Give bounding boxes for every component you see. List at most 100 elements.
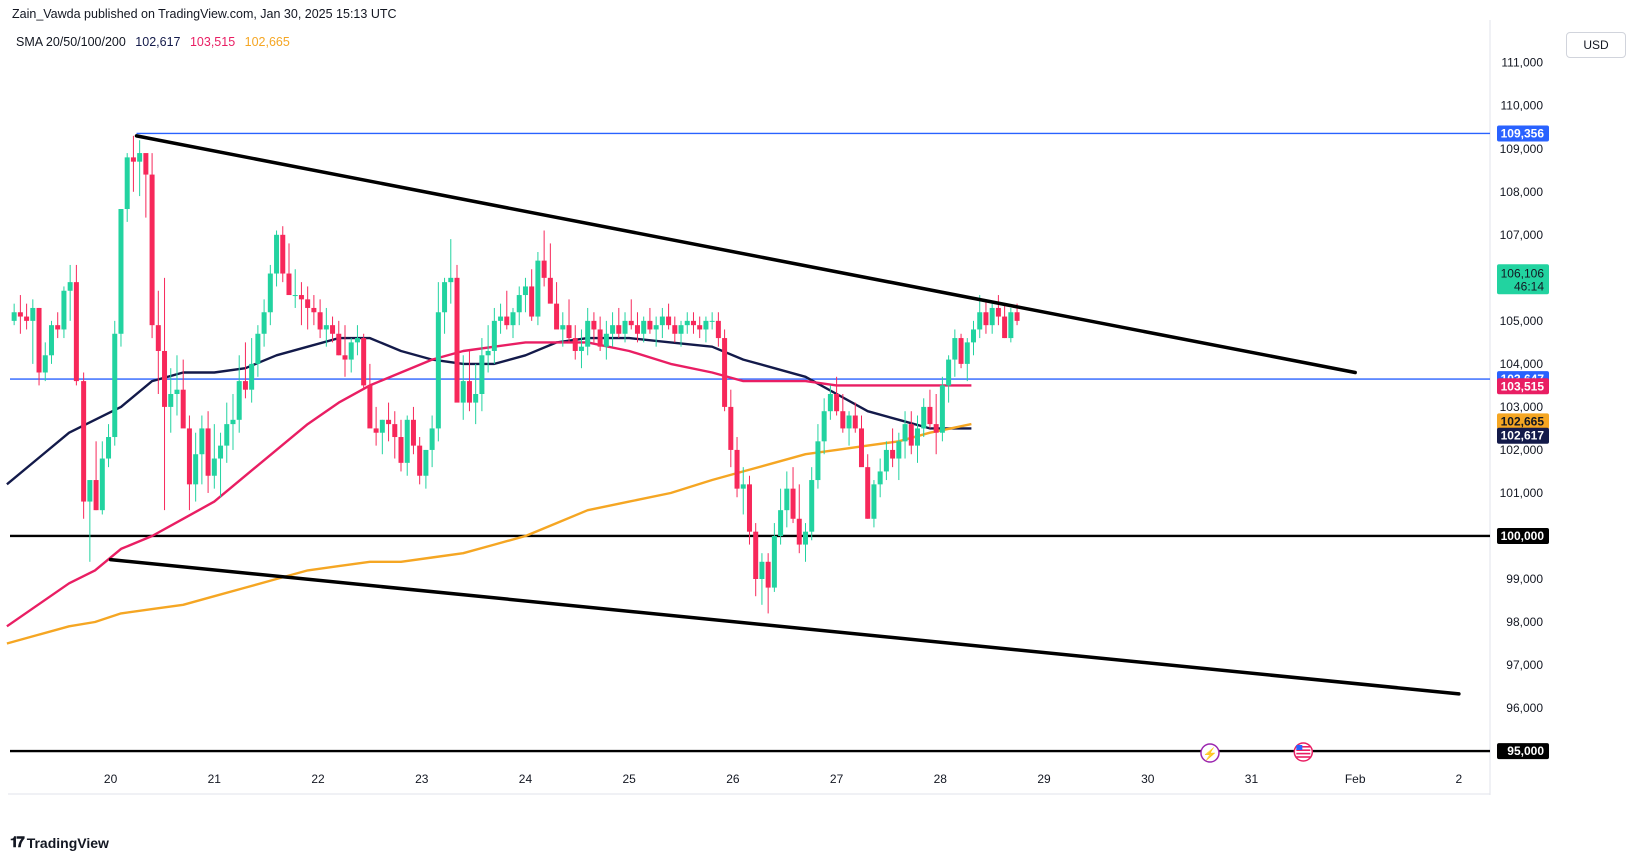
candle-body: [971, 329, 977, 343]
x-tick-label: 21: [208, 772, 222, 786]
candle-body: [81, 381, 87, 502]
candle: [572, 325, 578, 360]
candle: [162, 277, 168, 511]
trendline: [108, 557, 1461, 696]
candle: [249, 338, 255, 403]
price-tag-label: 103,515: [1501, 379, 1545, 393]
candle-body: [958, 338, 964, 364]
candle-body: [778, 510, 784, 536]
candle: [118, 209, 124, 347]
candle: [603, 320, 609, 360]
x-tick-label: Feb: [1345, 772, 1366, 786]
candle-body: [485, 350, 491, 356]
candle-body: [659, 316, 665, 326]
candle-body: [423, 449, 429, 476]
candle: [67, 264, 73, 321]
candle-body: [547, 277, 553, 304]
candle: [186, 415, 192, 511]
candle-body: [155, 325, 161, 351]
candle: [398, 419, 404, 472]
candle-body: [42, 355, 48, 373]
candle: [286, 243, 292, 296]
candle-body: [977, 312, 983, 330]
candle: [964, 338, 970, 382]
candle: [168, 368, 174, 433]
candle: [541, 230, 547, 287]
candle: [330, 316, 336, 343]
candle-body: [442, 282, 448, 313]
candle-body: [628, 320, 634, 326]
candle: [379, 419, 385, 455]
candle-body: [1014, 312, 1020, 321]
candle-body: [24, 316, 30, 321]
candle-body: [566, 325, 572, 339]
candle: [48, 320, 54, 364]
candle-body: [93, 480, 99, 511]
candle-body: [672, 325, 678, 334]
candle: [678, 320, 684, 347]
candle-body: [939, 385, 945, 433]
candle: [672, 316, 678, 343]
candle: [634, 312, 640, 343]
tradingview-brand[interactable]: 𝟏𝟕 TradingView: [10, 834, 109, 851]
candle-body: [193, 454, 199, 485]
candle: [236, 355, 242, 433]
candle-body: [249, 363, 255, 390]
candle: [628, 299, 634, 330]
candle-body: [36, 307, 42, 373]
candle-body: [896, 441, 902, 459]
candle: [622, 312, 628, 343]
candle: [578, 329, 584, 369]
y-tick-label: 105,000: [1500, 314, 1544, 328]
candle-body: [448, 277, 454, 283]
candle-body: [995, 307, 1001, 317]
y-tick-label: 111,000: [1501, 56, 1543, 70]
candle: [529, 269, 535, 321]
candle-body: [99, 458, 105, 511]
candle-body: [473, 394, 479, 403]
candle-body: [653, 325, 659, 330]
sma-legend[interactable]: SMA 20/50/100/200 102,617 103,515 102,66…: [16, 35, 296, 49]
price-tag-label: 109,356: [1501, 126, 1545, 140]
candle-body: [149, 174, 155, 326]
candle: [883, 441, 889, 481]
candle: [479, 338, 485, 412]
candle: [261, 299, 267, 347]
bolt-glyph: ⚡: [1202, 747, 1217, 761]
candle: [983, 299, 989, 334]
candle-body: [753, 531, 759, 579]
candle-body: [106, 437, 112, 459]
candle: [939, 376, 945, 442]
candle: [765, 553, 771, 614]
candle-body: [236, 381, 242, 420]
price-tag-label: 102,617: [1501, 429, 1545, 443]
candle-body: [87, 480, 93, 502]
candle-body: [827, 394, 833, 412]
candle-body: [734, 449, 740, 489]
candle-body: [460, 381, 466, 403]
candle-body: [162, 350, 168, 407]
x-tick-label: 20: [104, 772, 118, 786]
candle: [81, 372, 87, 519]
sma-label: SMA 20/50/100/200: [16, 35, 126, 49]
candle: [224, 402, 230, 463]
candle-body: [790, 488, 796, 519]
x-tick-label: 26: [726, 772, 740, 786]
candle-body: [286, 273, 292, 296]
candle-body: [466, 381, 472, 403]
candle-body: [435, 312, 441, 429]
candle: [809, 467, 815, 541]
candle-body: [933, 424, 939, 433]
candle: [99, 441, 105, 515]
candle-body: [634, 325, 640, 334]
candle-body: [610, 325, 616, 334]
candle-body: [522, 286, 528, 296]
candle: [684, 312, 690, 334]
candle-body: [622, 320, 628, 334]
candle: [734, 437, 740, 498]
candle: [877, 458, 883, 498]
candle: [205, 411, 211, 493]
currency-button[interactable]: USD: [1566, 32, 1626, 58]
candle: [242, 342, 248, 399]
